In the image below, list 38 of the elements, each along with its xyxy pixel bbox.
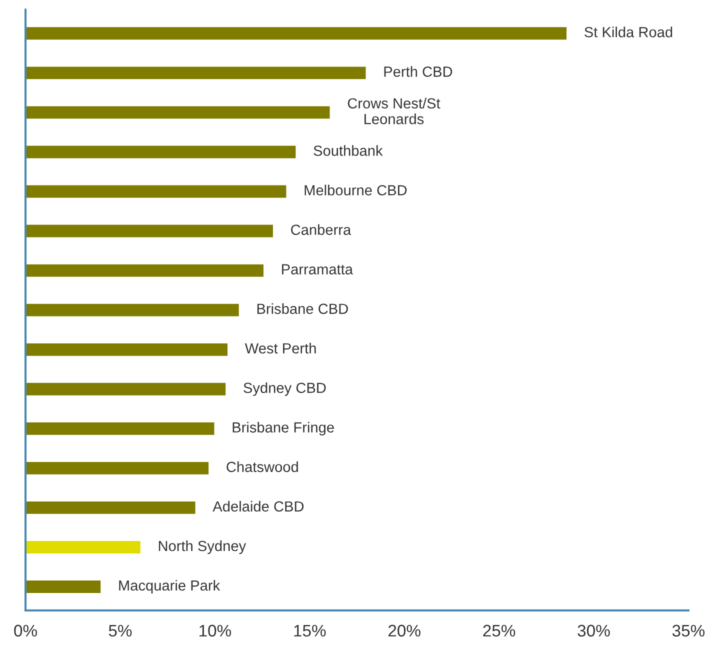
y-tick-label: Chatswood [226,461,298,472]
y-tick-label: Canberra [291,224,352,235]
bar [26,26,568,42]
bar [26,579,102,594]
y-tick-label: Adelaide CBD [212,500,304,512]
bar [26,460,210,476]
bar [26,262,265,278]
y-tick-label: Macquarie Park [119,580,220,594]
x-tick-label: 0% [14,624,37,637]
x-tick-label: 10% [200,624,232,637]
y-tick-label: St Kilda Road [584,26,672,38]
y-tick-label: Southbank [314,145,383,156]
bar [26,65,368,81]
y-tick-label: North Sydney [158,540,246,554]
x-tick-label: 5% [108,624,132,637]
bar [26,144,298,160]
bar [26,540,142,555]
bar [26,382,227,397]
bar [26,342,229,358]
bar [26,223,274,239]
y-tick-label: Brisbane Fringe [232,422,334,436]
y-tick-label: Melbourne CBD [304,184,407,196]
y-tick-label: Brisbane CBD [257,303,348,314]
bar [26,421,216,436]
x-tick-label: 25% [483,624,516,637]
bar [26,302,240,318]
x-tick-label: 30% [578,624,610,637]
x-tick-label: 15% [294,624,326,637]
y-tick-label: Crows Nest/St Leonards [348,98,440,124]
y-tick-label: West Perth [244,342,316,354]
bar [26,500,197,516]
x-tick-label: 20% [388,624,420,637]
x-tick-label: 35% [672,624,705,637]
bar [26,104,332,120]
y-tick-label: Parramatta [282,264,353,274]
bar [26,184,288,200]
y-tick-label: Sydney CBD [244,382,326,396]
y-tick-label: Perth CBD [384,66,452,77]
